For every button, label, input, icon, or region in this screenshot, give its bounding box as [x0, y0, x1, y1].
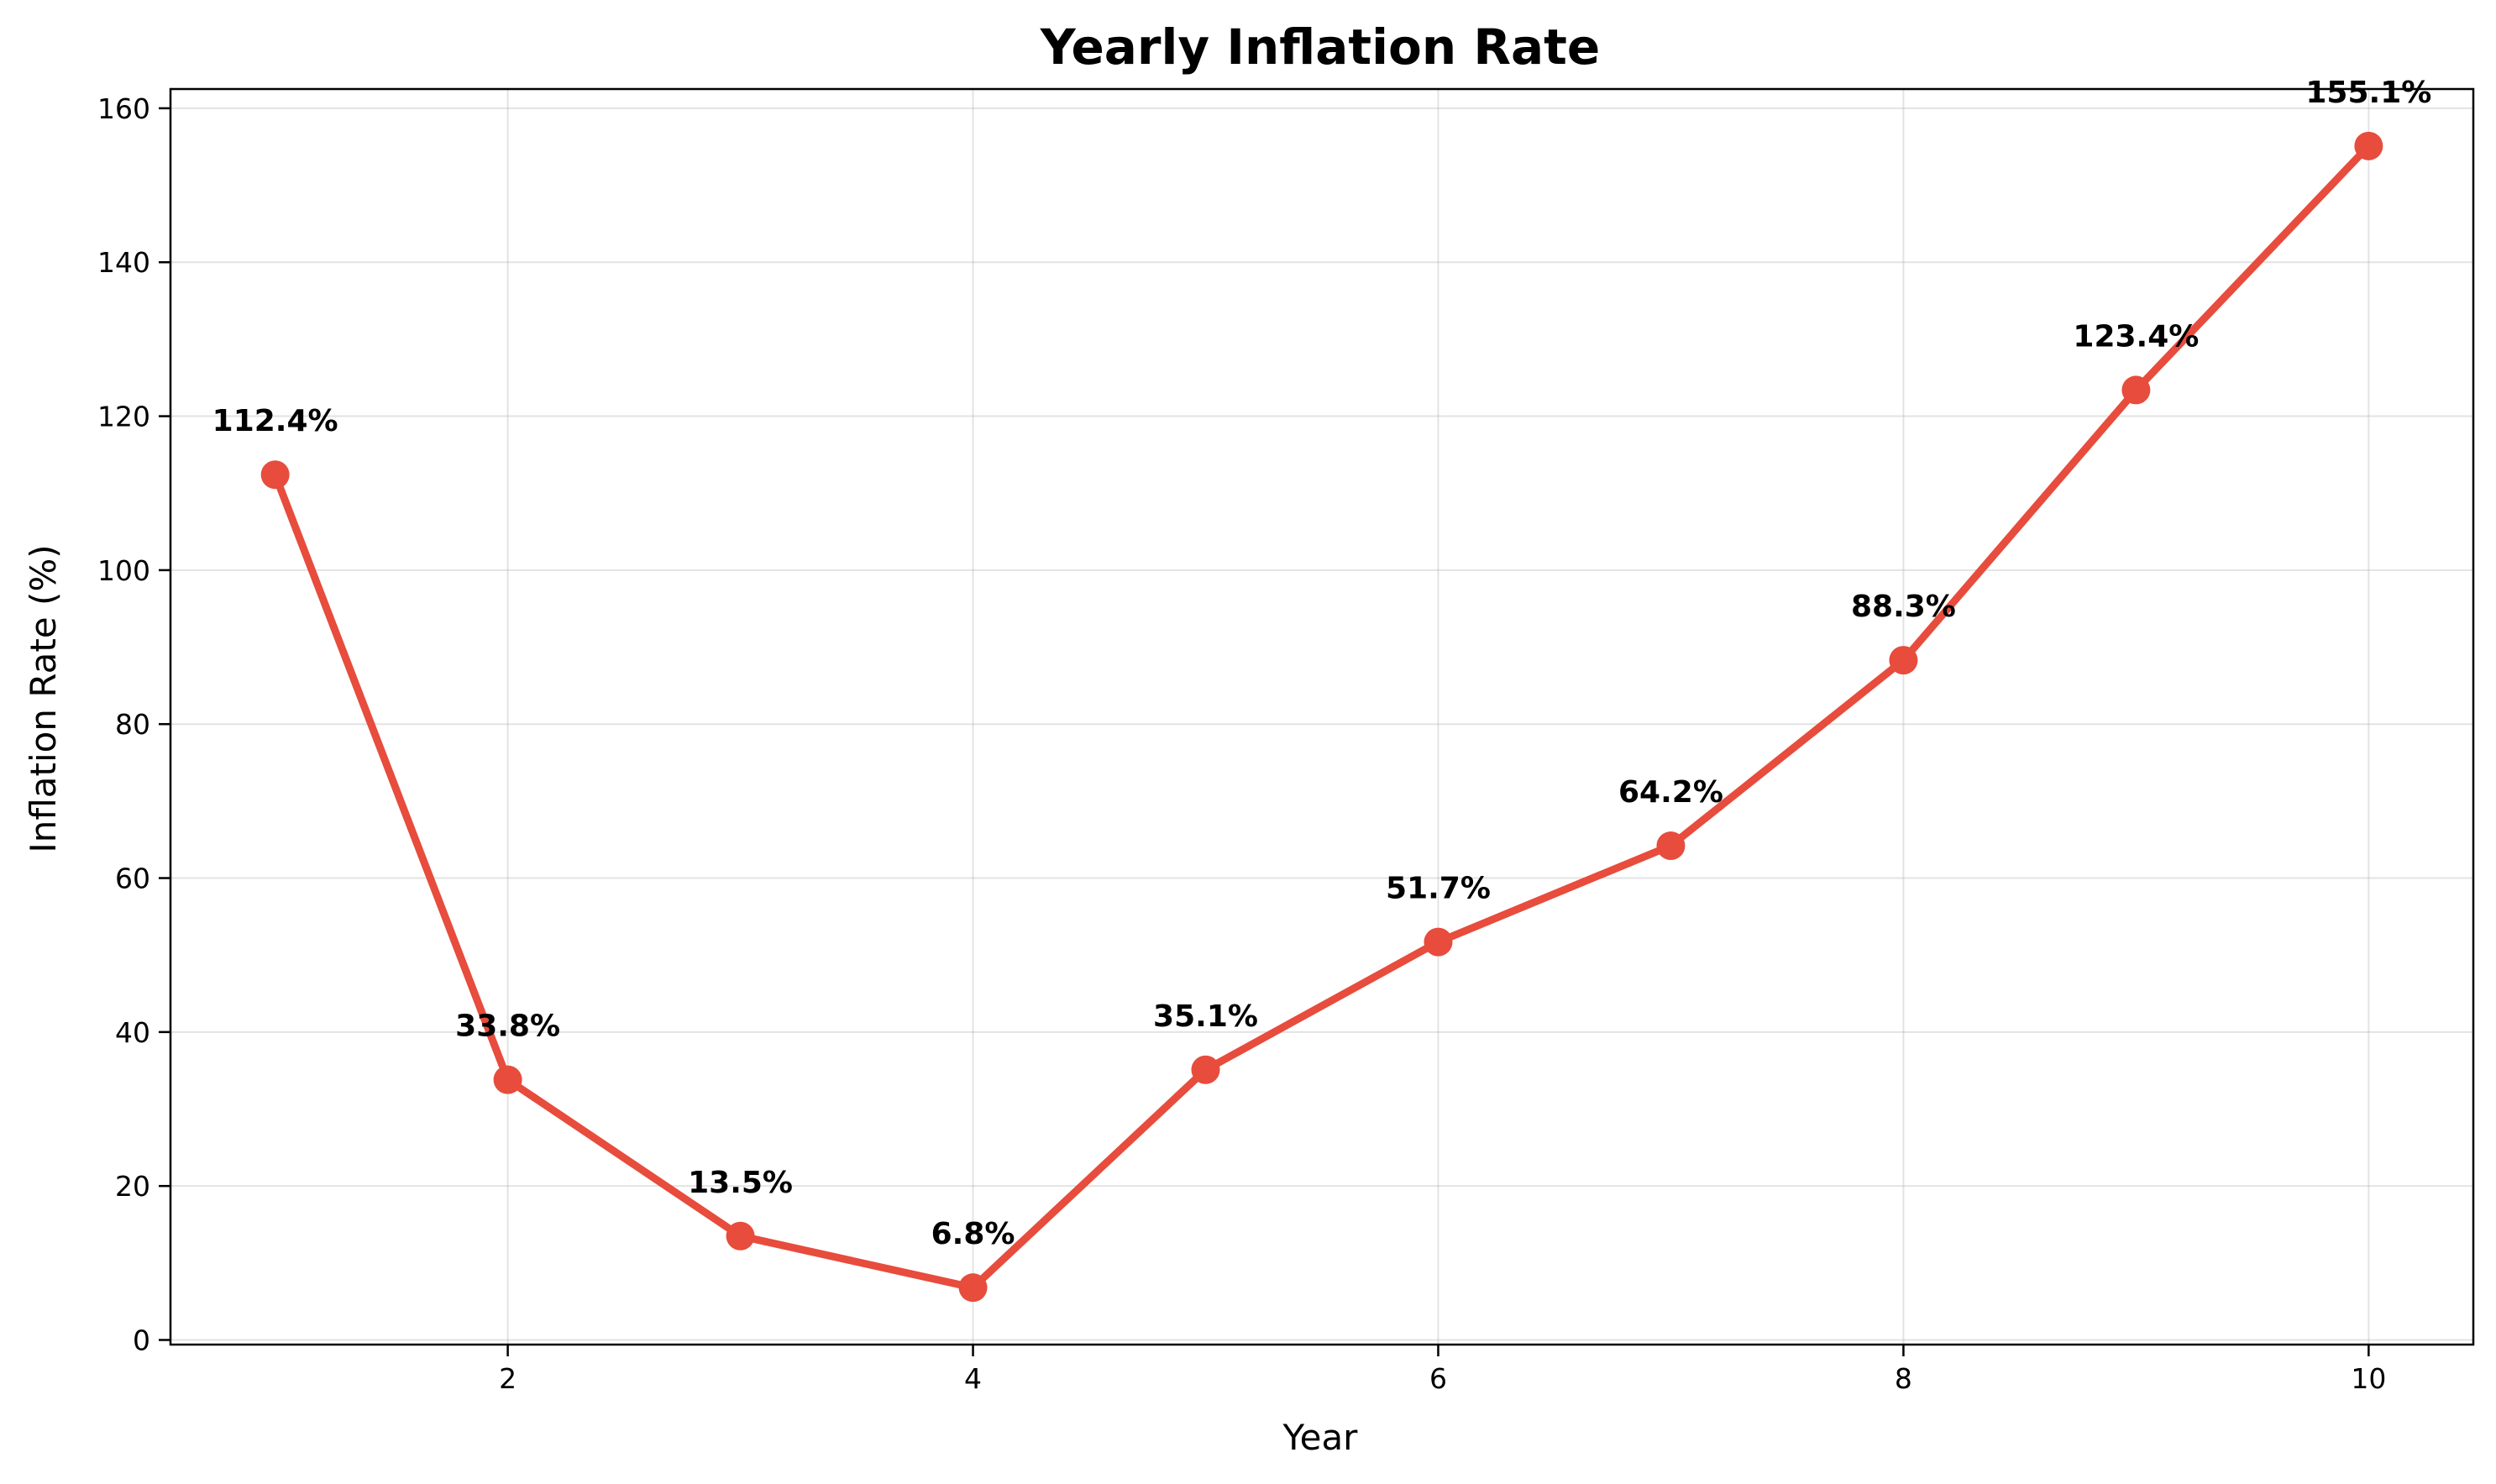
y-tick-label: 140 — [97, 246, 150, 279]
data-labels: 112.4% 33.8% 13.5% 6.8% 35.1% 51.7% 64.2% 88.3%… — [212, 76, 2432, 1251]
data-point — [1424, 927, 1453, 957]
x-tick-label: 10 — [2351, 1362, 2386, 1395]
data-label: 51.7% — [1386, 872, 1491, 906]
x-axis-label: Year — [1282, 1417, 1359, 1458]
grid-lines — [170, 89, 2473, 1345]
data-point — [1889, 646, 1918, 675]
x-tick-label: 4 — [964, 1362, 982, 1395]
data-point — [2121, 375, 2151, 405]
data-point — [1656, 831, 1686, 861]
data-label: 123.4% — [2073, 319, 2199, 354]
data-label: 88.3% — [1851, 590, 1956, 624]
series-line — [271, 142, 2373, 1292]
data-label: 35.1% — [1153, 999, 1258, 1034]
y-tick-label: 120 — [97, 401, 150, 433]
y-tick-label: 100 — [97, 554, 150, 587]
data-label: 112.4% — [212, 404, 338, 438]
chart-title: Yearly Inflation Rate — [1040, 18, 1600, 76]
plot-frame — [169, 87, 2475, 1346]
data-point — [2354, 131, 2383, 160]
y-axis-label: Inflation Rate (%) — [23, 544, 64, 852]
y-tick-label: 80 — [115, 708, 150, 741]
y-tick-label: 0 — [133, 1324, 150, 1357]
data-point — [1191, 1055, 1220, 1084]
x-tick-label: 6 — [1429, 1362, 1447, 1395]
data-point — [260, 460, 290, 490]
data-label: 155.1% — [2305, 76, 2431, 110]
data-label: 33.8% — [455, 1009, 560, 1044]
data-label: 64.2% — [1618, 775, 1723, 810]
data-point — [958, 1273, 988, 1303]
data-label: 6.8% — [931, 1217, 1015, 1251]
y-tick-label: 60 — [115, 863, 150, 895]
data-label: 13.5% — [688, 1166, 793, 1200]
y-tick-label: 20 — [115, 1170, 150, 1203]
y-tick-label: 40 — [115, 1016, 150, 1049]
x-tick-label: 8 — [1895, 1362, 1912, 1395]
data-point — [726, 1221, 755, 1251]
x-tick-label: 2 — [499, 1362, 517, 1395]
series-line-group — [260, 131, 2383, 1303]
y-tick-label: 160 — [97, 92, 150, 125]
data-point — [493, 1065, 522, 1094]
